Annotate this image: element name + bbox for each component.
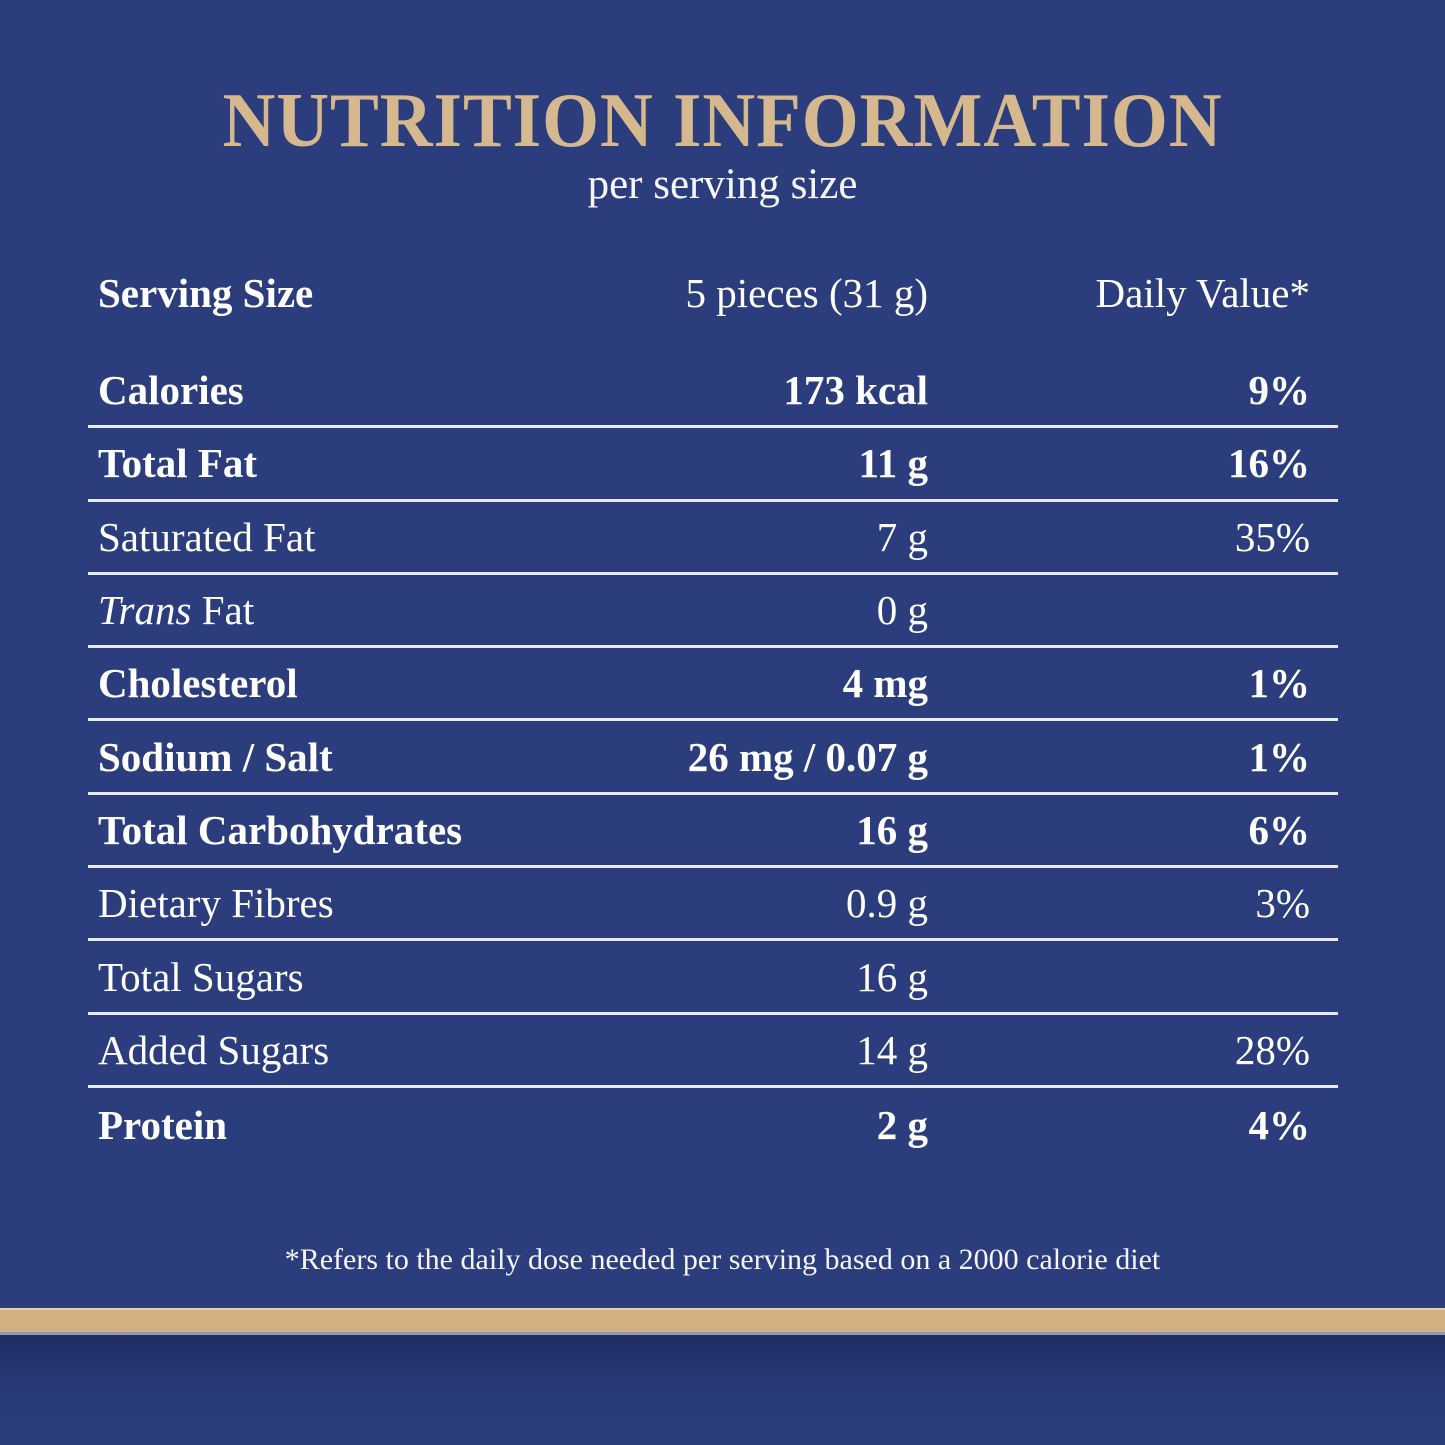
row-value: 173 kcal [783, 367, 928, 414]
nutrition-table: Serving Size 5 pieces (31 g) Daily Value… [88, 258, 1338, 1161]
row-value: 11 g [858, 440, 929, 487]
row-label: Total Sugars [98, 953, 304, 1000]
table-row-total-carbohydrates: Total Carbohydrates 16 g 6% [88, 795, 1338, 869]
table-row-added-sugars: Added Sugars 14 g 28% [88, 1015, 1338, 1088]
row-value: 16 g [856, 806, 928, 853]
row-label: Added Sugars [98, 1026, 330, 1073]
table-row-cholesterol: Cholesterol 4 mg 1% [88, 648, 1338, 722]
row-daily-value: 6% [1248, 806, 1311, 853]
row-daily-value: 28% [1234, 1026, 1310, 1073]
row-value: 2 g [876, 1101, 928, 1148]
row-daily-value: 16% [1228, 440, 1310, 487]
table-header-row: Serving Size 5 pieces (31 g) Daily Value… [88, 258, 1338, 328]
table-row-total-fat: Total Fat 11 g 16% [88, 428, 1338, 502]
row-label: Total Fat [98, 440, 258, 487]
row-value: 0.9 g [846, 880, 928, 927]
header-serving-size-label: Serving Size [98, 270, 314, 316]
page-subtitle: per serving size [587, 161, 858, 208]
row-value: 0 g [876, 587, 928, 634]
page-title: NUTRITION INFORMATION [222, 77, 1223, 163]
table-body: Calories 173 kcal 9% Total Fat 11 g 16% … [88, 355, 1338, 1161]
row-daily-value: 3% [1255, 880, 1310, 927]
table-row-trans-fat: Trans Fat 0 g [88, 575, 1338, 649]
table-row-dietary-fibres: Dietary Fibres 0.9 g 3% [88, 868, 1338, 942]
row-label: Dietary Fibres [98, 880, 334, 927]
row-label: Trans Fat [98, 587, 255, 634]
row-label: Saturated Fat [98, 513, 316, 560]
row-daily-value: 1% [1248, 733, 1311, 780]
table-row-protein: Protein 2 g 4% [88, 1088, 1338, 1161]
table-row-saturated-fat: Saturated Fat 7 g 35% [88, 502, 1338, 575]
row-value: 16 g [856, 953, 928, 1000]
row-label: Total Carbohydrates [98, 806, 463, 853]
panel-header: NUTRITION INFORMATION per serving size [0, 77, 1445, 208]
row-value: 7 g [876, 513, 928, 560]
table-row-total-sugars: Total Sugars 16 g [88, 941, 1338, 1015]
trans-italic-word: Trans [98, 587, 192, 634]
header-daily-value-label: Daily Value* [1095, 270, 1310, 316]
header-serving-size-value: 5 pieces (31 g) [685, 270, 929, 316]
table-row-calories: Calories 173 kcal 9% [88, 355, 1338, 429]
row-label: Calories [98, 367, 244, 414]
row-value: 4 mg [842, 660, 928, 707]
row-daily-value: 1% [1248, 660, 1311, 707]
row-value: 14 g [856, 1026, 928, 1073]
row-label: Cholesterol [98, 660, 298, 707]
table-row-sodium-salt: Sodium / Salt 26 mg / 0.07 g 1% [88, 721, 1338, 795]
row-value: 26 mg / 0.07 g [687, 733, 928, 780]
row-label: Protein [98, 1101, 228, 1148]
row-daily-value: 4% [1248, 1101, 1311, 1148]
bottom-shadow-band [0, 1335, 1445, 1445]
row-daily-value: 35% [1234, 513, 1310, 560]
gold-divider-bar [0, 1308, 1445, 1335]
row-label: Sodium / Salt [98, 733, 333, 780]
daily-value-footnote: *Refers to the daily dose needed per ser… [284, 1243, 1161, 1276]
row-daily-value: 9% [1248, 367, 1311, 414]
